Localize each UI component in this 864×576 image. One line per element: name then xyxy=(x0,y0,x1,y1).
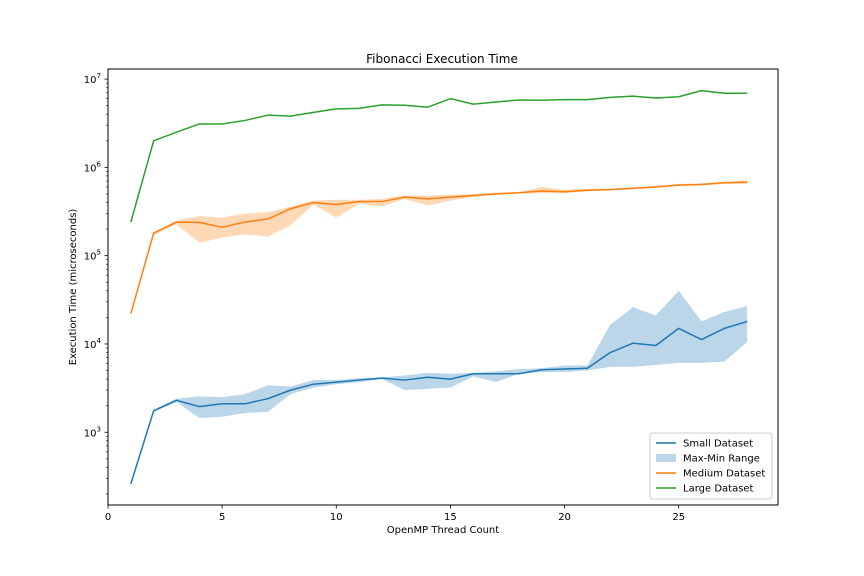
x-axis-label: OpenMP Thread Count xyxy=(387,525,499,536)
range-band-2 xyxy=(130,180,748,314)
y-tick-label: 106 xyxy=(84,160,102,174)
x-tick-label: 20 xyxy=(558,512,571,523)
chart-title: Fibonacci Execution Time xyxy=(366,52,518,66)
legend-label: Medium Dataset xyxy=(683,469,765,480)
x-tick-label: 5 xyxy=(219,512,225,523)
legend-label: Large Dataset xyxy=(683,484,754,495)
plot-area xyxy=(130,89,748,485)
axes-frame xyxy=(107,68,779,506)
x-tick-label: 10 xyxy=(330,512,343,523)
legend-label: Small Dataset xyxy=(683,439,753,450)
range-band-1 xyxy=(130,290,748,484)
series-line-2 xyxy=(130,181,748,314)
y-tick-label: 103 xyxy=(84,425,101,439)
legend-swatch-patch xyxy=(656,454,676,462)
y-tick-label: 104 xyxy=(84,337,102,351)
y-tick-label: 107 xyxy=(84,72,101,86)
x-axis: 0 5 10 15 20 25 xyxy=(105,505,685,523)
x-tick-label: 0 xyxy=(105,512,111,523)
y-tick-label: 105 xyxy=(84,249,101,263)
y-axis-label: Execution Time (microseconds) xyxy=(68,209,79,366)
series-line-1 xyxy=(130,320,748,485)
legend-label: Max-Min Range xyxy=(683,454,760,465)
legend-box xyxy=(649,432,773,500)
series-line-3 xyxy=(130,89,748,223)
y-axis: 103 104 105 106 107 xyxy=(84,72,108,495)
legend: Small Dataset Max-Min Range Medium Dataset… xyxy=(649,432,773,500)
x-tick-label: 25 xyxy=(672,512,685,523)
x-tick-label: 15 xyxy=(444,512,457,523)
